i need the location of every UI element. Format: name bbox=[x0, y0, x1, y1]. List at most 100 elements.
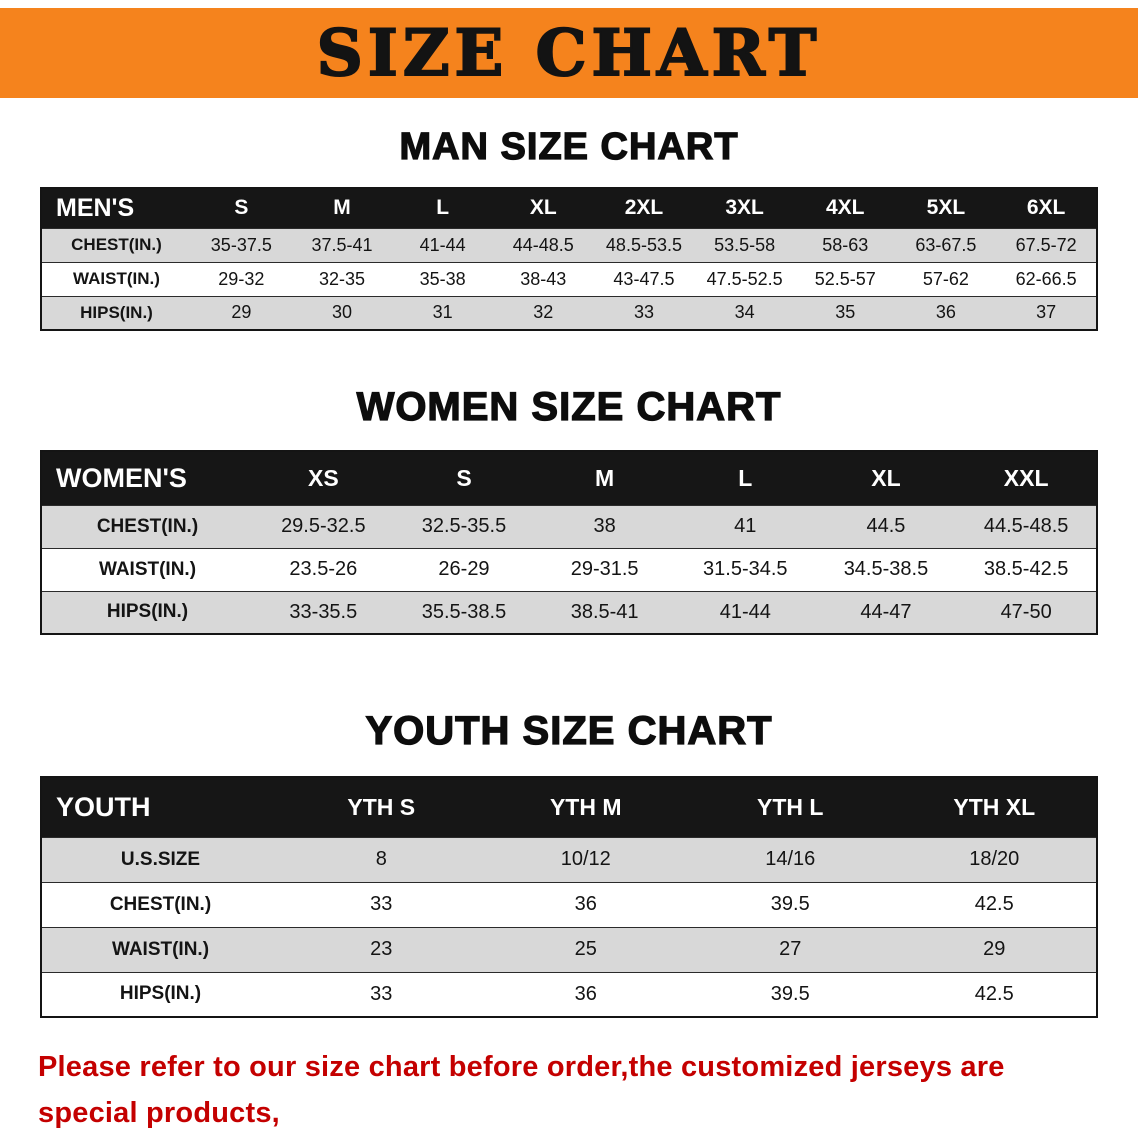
size-value-cell: 41 bbox=[674, 505, 816, 548]
size-column-header: XXL bbox=[956, 451, 1097, 505]
size-value-cell: 35.5-38.5 bbox=[393, 591, 535, 634]
measurement-row: WAIST(IN.) 23 25 27 29 bbox=[41, 927, 1097, 972]
size-value-cell: 33-35.5 bbox=[253, 591, 394, 634]
size-value-cell: 36 bbox=[574, 893, 597, 915]
table-title-cell: MEN'S bbox=[41, 188, 191, 228]
size-value-cell: 44.5-48.5 bbox=[956, 505, 1097, 548]
footer-note: Please refer to our size chart before or… bbox=[0, 1044, 1138, 1132]
size-value-cell: 38 bbox=[534, 505, 675, 548]
row-label: WAIST(IN.) bbox=[98, 558, 197, 580]
size-value-cell: 32 bbox=[492, 296, 594, 330]
size-value-cell: 37.5-41 bbox=[291, 228, 393, 262]
measurement-row: CHEST(IN.) 35-37.5 37.5-41 41-44 44-48.5 48.5… bbox=[41, 228, 1097, 262]
size-value-cell: 23 bbox=[279, 927, 484, 972]
row-label: HIPS(IN.) bbox=[119, 983, 202, 1005]
row-label: HIPS(IN.) bbox=[41, 591, 253, 634]
size-value-cell: 67.5-72 bbox=[996, 228, 1097, 262]
measurement-row: HIPS(IN.) 33-35.5 35.5-38.5 38.5-41 41-44 44-… bbox=[41, 591, 1097, 634]
youth-size-table: YOUTH YTH S YTH M YTH L YTH XL U.S.SIZE 8 10/12… bbox=[40, 776, 1098, 1018]
size-value-cell: 44-47 bbox=[815, 591, 957, 634]
size-value-cell: 35-38 bbox=[419, 268, 466, 289]
size-value-cell: 42.5 bbox=[974, 982, 1014, 1005]
row-label: CHEST(IN.) bbox=[109, 893, 212, 915]
size-value-cell: 38.5-41 bbox=[534, 591, 675, 634]
size-value-cell: 62-66.5 bbox=[1015, 268, 1077, 289]
measurement-row: U.S.SIZE 8 10/12 14/16 18/20 bbox=[41, 837, 1097, 882]
women-section-title: WOMEN SIZE CHART bbox=[356, 384, 782, 429]
youth-section-title: YOUTH SIZE CHART bbox=[365, 708, 773, 753]
size-column-header: S bbox=[191, 188, 292, 228]
size-value-cell: 44-48.5 bbox=[492, 228, 594, 262]
size-value-cell: 35-37.5 bbox=[191, 228, 292, 262]
man-section-title: MAN SIZE CHART bbox=[399, 125, 739, 168]
size-value-cell: 10/12 bbox=[483, 837, 688, 882]
size-value-cell: 42.5 bbox=[974, 893, 1014, 915]
size-value-cell: 63-67.5 bbox=[895, 228, 997, 262]
measurement-row: WAIST(IN.) 29-32 32-35 35-38 38-43 43-47.5 47.… bbox=[41, 262, 1097, 296]
size-value-cell: 29.5-32.5 bbox=[253, 505, 394, 548]
size-value-cell: 39.5 bbox=[770, 893, 810, 915]
size-value-cell: 44.5 bbox=[815, 505, 957, 548]
size-column-header: 3XL bbox=[694, 188, 795, 228]
size-value-cell: 32-35 bbox=[318, 268, 365, 289]
row-label: CHEST(IN.) bbox=[41, 505, 253, 548]
measurement-row: HIPS(IN.) 29 30 31 32 33 34 35 36 37 bbox=[41, 296, 1097, 330]
size-value-cell: 57-62 bbox=[922, 268, 969, 289]
size-value-cell: 29-31.5 bbox=[570, 558, 639, 580]
size-column-header: L bbox=[392, 188, 493, 228]
size-column-header: M bbox=[291, 188, 393, 228]
men-size-table: MEN'S S M L XL 2XL 3XL 4XL 5XL 6XL CHEST(IN.) 35-37… bbox=[40, 187, 1098, 331]
size-value-cell: 41-44 bbox=[674, 591, 816, 634]
size-value-cell: 29 bbox=[191, 296, 292, 330]
measurement-row: WAIST(IN.) 23.5-26 26-29 29-31.5 31.5-34.5 34… bbox=[41, 548, 1097, 591]
size-value-cell: 36 bbox=[895, 296, 997, 330]
size-value-cell: 33 bbox=[370, 893, 393, 915]
table-title-cell: YOUTH bbox=[41, 777, 279, 837]
size-column-header: YTH S bbox=[279, 777, 484, 837]
size-column-header: 2XL bbox=[593, 188, 695, 228]
size-value-cell: 37 bbox=[996, 296, 1097, 330]
size-column-header: 6XL bbox=[996, 188, 1097, 228]
table-header-row: MEN'S S M L XL 2XL 3XL 4XL 5XL 6XL bbox=[41, 188, 1097, 228]
size-column-header: YTH L bbox=[688, 777, 893, 837]
size-value-cell: 27 bbox=[688, 927, 893, 972]
size-value-cell: 23.5-26 bbox=[289, 558, 358, 580]
size-value-cell: 29-32 bbox=[218, 268, 265, 289]
size-value-cell: 31.5-34.5 bbox=[703, 558, 788, 580]
size-value-cell: 30 bbox=[291, 296, 393, 330]
size-column-header: XL bbox=[492, 188, 594, 228]
size-column-header: XL bbox=[815, 451, 957, 505]
size-value-cell: 34 bbox=[694, 296, 795, 330]
size-column-header: S bbox=[393, 451, 535, 505]
row-label: CHEST(IN.) bbox=[41, 228, 191, 262]
size-chart-banner: SIZE CHART bbox=[0, 8, 1138, 98]
size-value-cell: 35 bbox=[794, 296, 896, 330]
table-header-row: YOUTH YTH S YTH M YTH L YTH XL bbox=[41, 777, 1097, 837]
size-value-cell: 38.5-42.5 bbox=[983, 558, 1069, 580]
size-value-cell: 29 bbox=[892, 927, 1097, 972]
measurement-row: CHEST(IN.) 33 36 39.5 42.5 bbox=[41, 882, 1097, 927]
size-value-cell: 36 bbox=[574, 982, 597, 1005]
measurement-row: HIPS(IN.) 33 36 39.5 42.5 bbox=[41, 972, 1097, 1017]
size-value-cell: 47-50 bbox=[956, 591, 1097, 634]
size-value-cell: 47.5-52.5 bbox=[706, 268, 783, 289]
row-label: WAIST(IN.) bbox=[41, 927, 279, 972]
size-value-cell: 43-47.5 bbox=[613, 268, 675, 289]
size-value-cell: 31 bbox=[392, 296, 493, 330]
size-column-header: M bbox=[534, 451, 675, 505]
size-value-cell: 33 bbox=[593, 296, 695, 330]
row-label: WAIST(IN.) bbox=[73, 269, 160, 288]
size-column-header: YTH M bbox=[483, 777, 688, 837]
footer-note-line-1: Please refer to our size chart before or… bbox=[38, 1051, 1005, 1129]
size-value-cell: 41-44 bbox=[392, 228, 493, 262]
size-value-cell: 48.5-53.5 bbox=[593, 228, 695, 262]
measurement-row: CHEST(IN.) 29.5-32.5 32.5-35.5 38 41 44.5 44.5… bbox=[41, 505, 1097, 548]
size-value-cell: 8 bbox=[279, 837, 484, 882]
women-size-table: WOMEN'S XS S M L XL XXL CHEST(IN.) 29.5-32.5 32.5… bbox=[40, 450, 1098, 635]
size-column-header: L bbox=[674, 451, 816, 505]
size-value-cell: 39.5 bbox=[770, 982, 810, 1005]
size-value-cell: 34.5-38.5 bbox=[843, 558, 929, 580]
size-value-cell: 18/20 bbox=[892, 837, 1097, 882]
table-header-row: WOMEN'S XS S M L XL XXL bbox=[41, 451, 1097, 505]
